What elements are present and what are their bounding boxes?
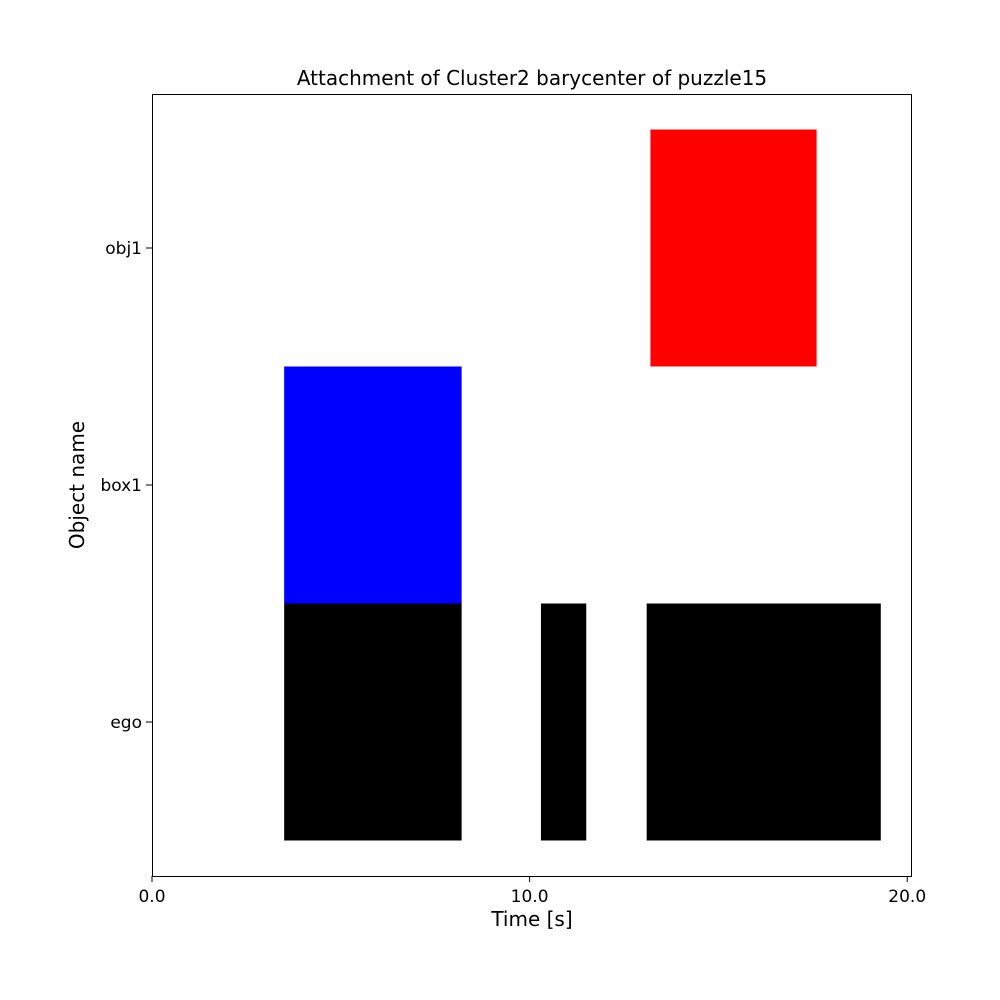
y-axis-label: Object name <box>65 421 89 549</box>
x-axis-ticks: 0.0 10.0 20.0 <box>138 876 926 907</box>
y-tick-label-box1: box1 <box>100 476 142 496</box>
segment-ego-0 <box>284 603 462 841</box>
segment-obj1-4 <box>650 129 817 367</box>
x-tick-label: 10.0 <box>511 887 549 907</box>
x-tick-label: 0.0 <box>138 887 165 907</box>
segment-ego-2 <box>646 603 881 841</box>
x-tick-label: 20.0 <box>888 887 926 907</box>
x-axis-label: Time [s] <box>490 907 572 931</box>
y-tick-label-ego: ego <box>110 713 142 733</box>
timeline-segments <box>284 129 881 841</box>
y-tick-label-obj1: obj1 <box>105 239 142 259</box>
chart-title: Attachment of Cluster2 barycenter of puz… <box>297 66 767 90</box>
segment-ego-1 <box>540 603 587 841</box>
y-axis-ticks: ego box1 obj1 <box>100 239 152 733</box>
plot-area-frame <box>152 94 912 877</box>
segment-box1-3 <box>284 366 462 604</box>
